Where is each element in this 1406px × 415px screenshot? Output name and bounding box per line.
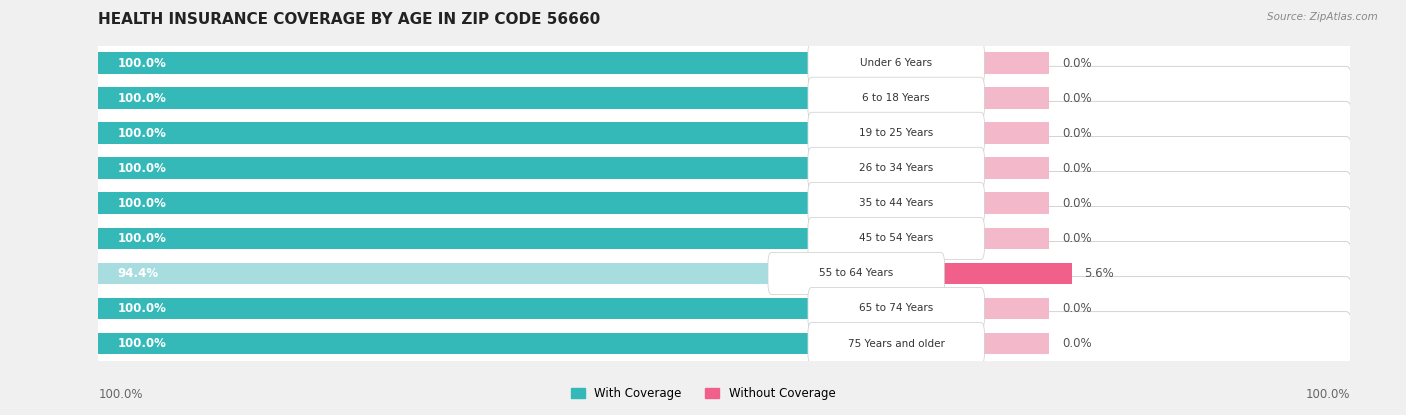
FancyBboxPatch shape	[96, 101, 1353, 165]
Bar	[98, 52, 811, 74]
FancyBboxPatch shape	[96, 171, 1353, 235]
Bar	[980, 298, 1049, 320]
Text: Under 6 Years: Under 6 Years	[860, 58, 932, 68]
Bar	[980, 122, 1049, 144]
Text: 100.0%: 100.0%	[117, 162, 166, 175]
Bar	[980, 157, 1049, 179]
FancyBboxPatch shape	[808, 182, 984, 225]
Text: 0.0%: 0.0%	[1062, 127, 1091, 140]
Text: 100.0%: 100.0%	[117, 337, 166, 350]
FancyBboxPatch shape	[96, 137, 1353, 200]
Text: 0.0%: 0.0%	[1062, 197, 1091, 210]
Text: 100.0%: 100.0%	[1305, 388, 1350, 401]
Bar	[980, 193, 1049, 214]
FancyBboxPatch shape	[808, 112, 984, 154]
FancyBboxPatch shape	[808, 77, 984, 119]
Bar	[980, 87, 1049, 109]
Text: 100.0%: 100.0%	[117, 232, 166, 245]
Bar	[980, 227, 1049, 249]
FancyBboxPatch shape	[96, 276, 1353, 340]
Text: HEALTH INSURANCE COVERAGE BY AGE IN ZIP CODE 56660: HEALTH INSURANCE COVERAGE BY AGE IN ZIP …	[98, 12, 600, 27]
Text: 100.0%: 100.0%	[117, 127, 166, 140]
Bar	[98, 298, 811, 320]
Text: 5.6%: 5.6%	[1084, 267, 1115, 280]
FancyBboxPatch shape	[96, 207, 1353, 270]
Text: 100.0%: 100.0%	[117, 197, 166, 210]
Bar	[98, 263, 772, 284]
Text: 26 to 34 Years: 26 to 34 Years	[859, 164, 934, 173]
Bar	[941, 263, 1071, 284]
Text: 94.4%: 94.4%	[117, 267, 159, 280]
Text: 0.0%: 0.0%	[1062, 232, 1091, 245]
Text: 0.0%: 0.0%	[1062, 162, 1091, 175]
Text: 0.0%: 0.0%	[1062, 57, 1091, 70]
Text: 55 to 64 Years: 55 to 64 Years	[820, 269, 893, 278]
Text: 6 to 18 Years: 6 to 18 Years	[862, 93, 929, 103]
Legend: With Coverage, Without Coverage: With Coverage, Without Coverage	[565, 383, 841, 405]
Text: 75 Years and older: 75 Years and older	[848, 339, 945, 349]
Text: Source: ZipAtlas.com: Source: ZipAtlas.com	[1267, 12, 1378, 22]
FancyBboxPatch shape	[96, 66, 1353, 130]
Text: 35 to 44 Years: 35 to 44 Years	[859, 198, 934, 208]
Text: 65 to 74 Years: 65 to 74 Years	[859, 303, 934, 313]
Text: 100.0%: 100.0%	[98, 388, 143, 401]
FancyBboxPatch shape	[768, 252, 945, 295]
FancyBboxPatch shape	[96, 31, 1353, 95]
FancyBboxPatch shape	[96, 242, 1353, 305]
Text: 100.0%: 100.0%	[117, 57, 166, 70]
FancyBboxPatch shape	[808, 42, 984, 84]
Text: 0.0%: 0.0%	[1062, 92, 1091, 105]
Bar	[98, 193, 811, 214]
Bar	[980, 333, 1049, 354]
FancyBboxPatch shape	[808, 288, 984, 330]
Bar	[98, 333, 811, 354]
Text: 45 to 54 Years: 45 to 54 Years	[859, 233, 934, 243]
Bar	[98, 122, 811, 144]
Text: 0.0%: 0.0%	[1062, 337, 1091, 350]
Bar	[98, 227, 811, 249]
FancyBboxPatch shape	[808, 147, 984, 189]
Text: 100.0%: 100.0%	[117, 302, 166, 315]
FancyBboxPatch shape	[808, 322, 984, 364]
Bar	[980, 52, 1049, 74]
FancyBboxPatch shape	[808, 217, 984, 259]
Text: 100.0%: 100.0%	[117, 92, 166, 105]
FancyBboxPatch shape	[96, 312, 1353, 376]
Text: 19 to 25 Years: 19 to 25 Years	[859, 128, 934, 138]
Bar	[98, 87, 811, 109]
Bar	[98, 157, 811, 179]
Text: 0.0%: 0.0%	[1062, 302, 1091, 315]
